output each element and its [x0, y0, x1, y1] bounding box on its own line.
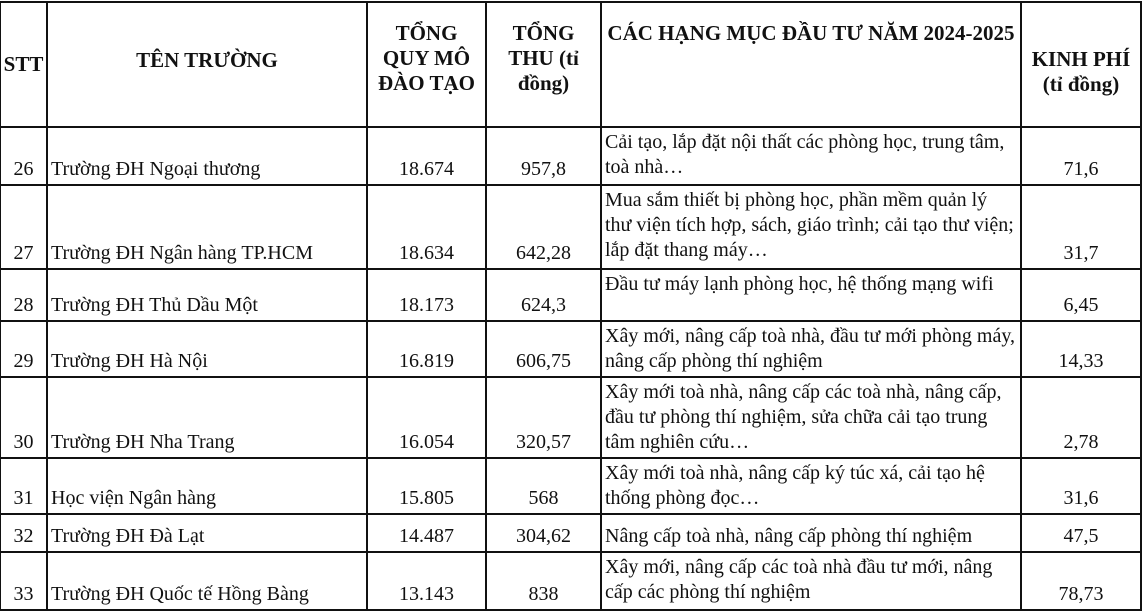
total-revenue: 642,28	[485, 184, 602, 270]
total-revenue: 957,8	[485, 126, 602, 186]
investment-cost: 78,73	[1020, 551, 1142, 611]
row-number: 32	[0, 513, 48, 553]
investment-items: Xây mới toà nhà, nâng cấp ký túc xá, cải…	[600, 457, 1022, 515]
table-row: 26 Trường ĐH Ngoại thương 18.674 957,8 Cải t…	[0, 126, 1142, 186]
school-name: Trường ĐH Nha Trang	[46, 376, 368, 459]
investment-cost: 31,7	[1020, 184, 1142, 270]
investment-items: Mua sắm thiết bị phòng học, phần mềm quả…	[600, 184, 1022, 270]
total-revenue: 838	[485, 551, 602, 611]
investment-items: Xây mới toà nhà, nâng cấp các toà nhà, n…	[600, 376, 1022, 459]
training-scale: 16.819	[366, 320, 487, 378]
school-name: Trường ĐH Hà Nội	[46, 320, 368, 378]
school-name: Trường ĐH Thủ Dầu Một	[46, 268, 368, 322]
training-scale: 15.805	[366, 457, 487, 515]
table-row: 33 Trường ĐH Quốc tế Hồng Bàng 13.143 838 Xâ…	[0, 551, 1142, 611]
header-row: STT TÊN TRƯỜNG TỔNG QUY MÔ ĐÀO TẠO TỔNG …	[0, 1, 1142, 128]
total-revenue: 320,57	[485, 376, 602, 459]
header-cost: KINH PHÍ (tỉ đồng)	[1020, 1, 1142, 128]
table-row: 27 Trường ĐH Ngân hàng TP.HCM 18.634 642,28…	[0, 184, 1142, 270]
table-row: 32 Trường ĐH Đà Lạt 14.487 304,62 Nâng cấp t…	[0, 513, 1142, 553]
training-scale: 13.143	[366, 551, 487, 611]
row-number: 29	[0, 320, 48, 378]
investment-cost: 14,33	[1020, 320, 1142, 378]
investment-cost: 47,5	[1020, 513, 1142, 553]
row-number: 26	[0, 126, 48, 186]
total-revenue: 304,62	[485, 513, 602, 553]
row-number: 30	[0, 376, 48, 459]
investment-cost: 2,78	[1020, 376, 1142, 459]
training-scale: 18.173	[366, 268, 487, 322]
investment-items: Cải tạo, lắp đặt nội thất các phòng học,…	[600, 126, 1022, 186]
row-number: 28	[0, 268, 48, 322]
investment-items: Xây mới, nâng cấp các toà nhà đầu tư mới…	[600, 551, 1022, 611]
header-revenue: TỔNG THU (tỉ đồng)	[485, 1, 602, 128]
row-number: 31	[0, 457, 48, 515]
training-scale: 14.487	[366, 513, 487, 553]
school-name: Trường ĐH Quốc tế Hồng Bàng	[46, 551, 368, 611]
training-scale: 16.054	[366, 376, 487, 459]
investment-cost: 6,45	[1020, 268, 1142, 322]
row-number: 27	[0, 184, 48, 270]
table-row: 30 Trường ĐH Nha Trang 16.054 320,57 Xây mới…	[0, 376, 1142, 459]
table-row: 28 Trường ĐH Thủ Dầu Một 18.173 624,3 Đầu tư…	[0, 268, 1142, 322]
header-scale: TỔNG QUY MÔ ĐÀO TẠO	[366, 1, 487, 128]
investment-cost: 71,6	[1020, 126, 1142, 186]
row-number: 33	[0, 551, 48, 611]
school-name: Trường ĐH Đà Lạt	[46, 513, 368, 553]
investment-items: Đầu tư máy lạnh phòng học, hệ thống mạng…	[600, 268, 1022, 322]
school-name: Trường ĐH Ngân hàng TP.HCM	[46, 184, 368, 270]
investment-items: Xây mới, nâng cấp toà nhà, đầu tư mới ph…	[600, 320, 1022, 378]
table-row: 31 Học viện Ngân hàng 15.805 568 Xây mới toà…	[0, 457, 1142, 515]
table-row: 29 Trường ĐH Hà Nội 16.819 606,75 Xây mới, n…	[0, 320, 1142, 378]
school-name: Trường ĐH Ngoại thương	[46, 126, 368, 186]
school-name: Học viện Ngân hàng	[46, 457, 368, 515]
header-items: CÁC HẠNG MỤC ĐẦU TƯ NĂM 2024-2025	[600, 1, 1022, 128]
investment-cost: 31,6	[1020, 457, 1142, 515]
total-revenue: 568	[485, 457, 602, 515]
header-stt: STT	[0, 1, 48, 128]
header-name: TÊN TRƯỜNG	[46, 1, 368, 128]
total-revenue: 624,3	[485, 268, 602, 322]
training-scale: 18.674	[366, 126, 487, 186]
total-revenue: 606,75	[485, 320, 602, 378]
investment-items: Nâng cấp toà nhà, nâng cấp phòng thí ngh…	[600, 513, 1022, 553]
training-scale: 18.634	[366, 184, 487, 270]
